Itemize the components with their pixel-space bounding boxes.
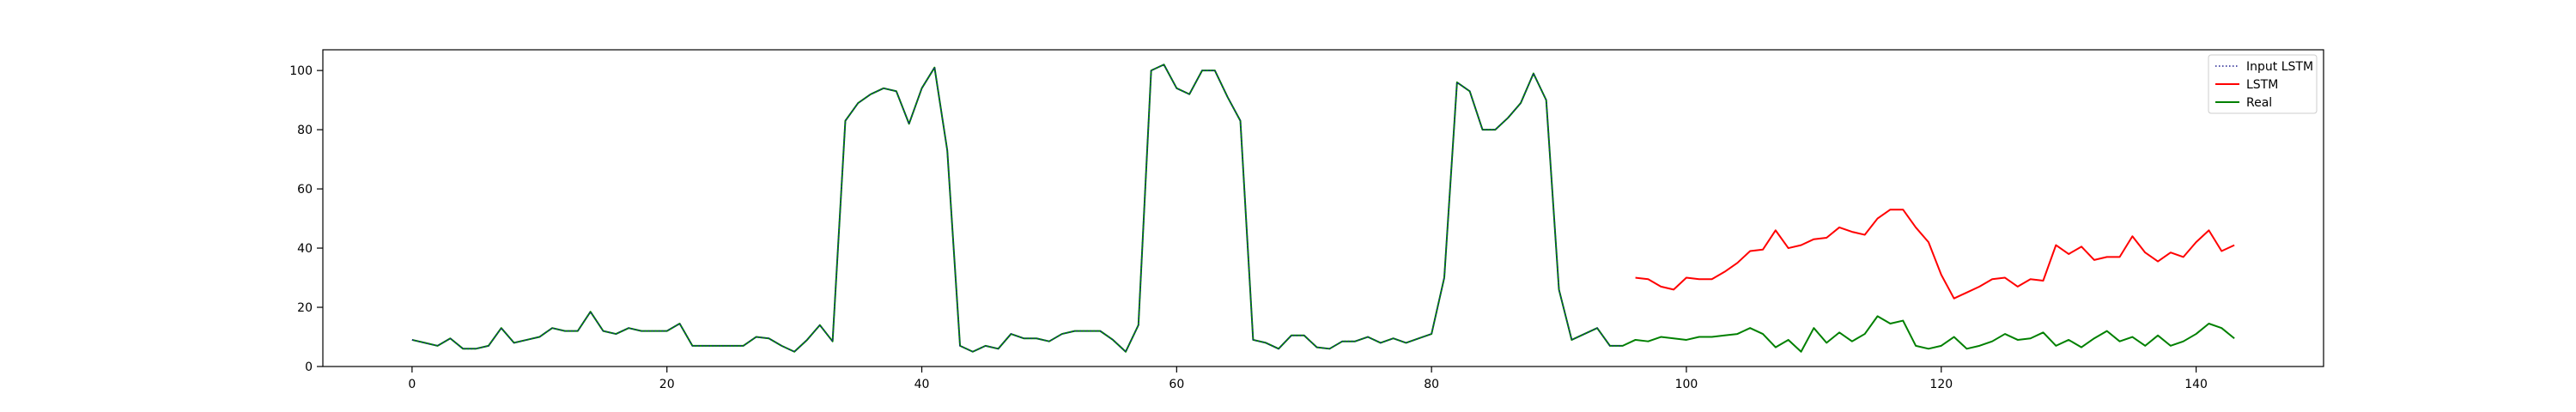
x-tick-label: 140 bbox=[2184, 378, 2208, 391]
plot-lines bbox=[411, 64, 2235, 353]
legend-box bbox=[2208, 54, 2318, 114]
y-tick-label: 20 bbox=[297, 301, 313, 315]
axes: 0 20 40 60 80 100 120 140 0 20 40 60 80 100 bbox=[289, 49, 2324, 391]
y-tick-label: 0 bbox=[305, 360, 313, 374]
series-line-real bbox=[411, 64, 2235, 353]
x-tick-label: 120 bbox=[1929, 378, 1953, 391]
legend-label: Input LSTM bbox=[2246, 60, 2313, 74]
y-tick-label: 100 bbox=[289, 64, 313, 78]
legend-label: LSTM bbox=[2246, 78, 2278, 92]
x-tick-label: 40 bbox=[914, 378, 930, 391]
series-line-lstm bbox=[1635, 209, 2235, 300]
legend: Input LSTM LSTM Real bbox=[2208, 54, 2318, 114]
x-tick-label: 100 bbox=[1675, 378, 1698, 391]
y-tick-label: 60 bbox=[297, 183, 313, 197]
y-tick-label: 40 bbox=[297, 242, 313, 256]
plot-frame bbox=[322, 49, 2324, 367]
x-tick-label: 20 bbox=[659, 378, 675, 391]
x-tick-label: 80 bbox=[1424, 378, 1439, 391]
y-tick-label: 80 bbox=[297, 124, 313, 137]
x-tick-label: 0 bbox=[408, 378, 416, 391]
x-tick-label: 60 bbox=[1169, 378, 1184, 391]
legend-label: Real bbox=[2246, 96, 2272, 110]
series-line-input-lstm bbox=[411, 64, 1623, 353]
